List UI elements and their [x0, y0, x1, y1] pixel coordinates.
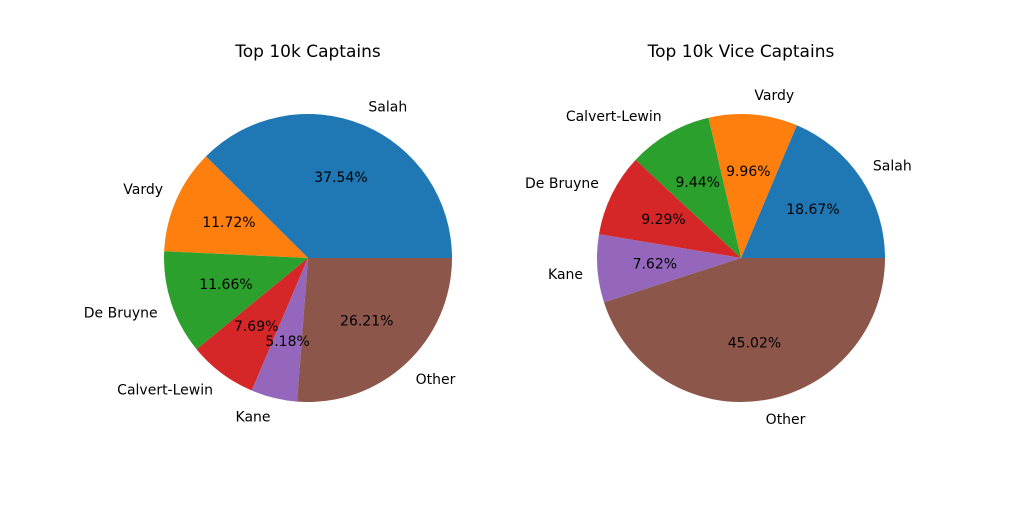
captains-label-vardy: Vardy [123, 182, 163, 198]
vice-captains-pct-label-kane: 7.62% [633, 256, 677, 272]
vice-captains-pct-label-calvert-lewin: 9.44% [675, 175, 719, 191]
captains-pct-label-de-bruyne: 11.66% [199, 277, 252, 293]
captains-label-de-bruyne: De Bruyne [84, 305, 158, 321]
vice-captains-slice-calvert-lewin [635, 117, 741, 259]
vice-captains-label-salah: Salah [873, 158, 912, 174]
captains-slice-salah [205, 114, 453, 258]
captains-label-kane: Kane [236, 410, 271, 426]
captains-slice-vardy [164, 156, 308, 258]
captains-slice-other [297, 258, 452, 403]
vice-captains-pct-label-vardy: 9.96% [726, 164, 770, 180]
captains-pct-label-salah: 37.54% [314, 170, 367, 186]
captains-chart-title: Top 10k Captains [234, 42, 381, 62]
vice-captains-slice-de-bruyne [598, 159, 741, 258]
vice-captains-label-vardy: Vardy [754, 88, 794, 104]
vice-captains-slice-kane [597, 234, 741, 303]
vice-captains-slice-salah [741, 125, 885, 258]
captains-slice-kane [251, 258, 308, 402]
vice-captains-label-kane: Kane [548, 267, 583, 283]
captains-slice-de-bruyne [164, 251, 308, 350]
vice-captains-chart-title: Top 10k Vice Captains [647, 42, 835, 62]
captains-label-calvert-lewin: Calvert-Lewin [117, 382, 213, 398]
vice-captains-slice-other [603, 258, 885, 403]
vice-captains-label-other: Other [766, 412, 806, 428]
vice-captains-pct-label-salah: 18.67% [786, 202, 839, 218]
captains-pct-label-kane: 5.18% [265, 334, 309, 350]
captains-slice-calvert-lewin [196, 258, 308, 391]
vice-captains-slice-vardy [708, 113, 797, 258]
vice-captains-pct-label-de-bruyne: 9.29% [641, 212, 685, 228]
captains-pct-label-vardy: 11.72% [202, 215, 255, 231]
vice-captains-pct-label-other: 45.02% [728, 335, 781, 351]
captains-label-other: Other [416, 372, 456, 388]
captains-pct-label-other: 26.21% [340, 313, 393, 329]
captains-pie-chart: Top 10k Captains Salah 37.54% Vardy 11.72% D… [84, 42, 456, 426]
captains-pct-label-calvert-lewin: 7.69% [234, 319, 278, 335]
vice-captains-pie-chart: Top 10k Vice Captains Salah 18.67% Vardy 9.… [525, 42, 912, 428]
vice-captains-label-de-bruyne: De Bruyne [525, 176, 599, 192]
captains-label-salah: Salah [368, 100, 407, 116]
vice-captains-label-calvert-lewin: Calvert-Lewin [566, 109, 662, 125]
